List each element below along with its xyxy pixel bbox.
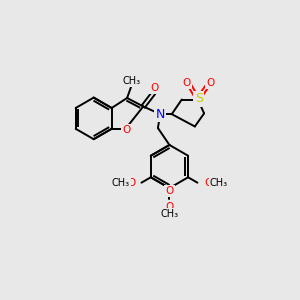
- Text: O: O: [127, 178, 136, 188]
- Text: CH₃: CH₃: [210, 178, 228, 188]
- Text: O: O: [206, 78, 214, 88]
- Text: O: O: [182, 78, 190, 88]
- Text: CH₃: CH₃: [160, 209, 178, 219]
- Text: N: N: [155, 108, 165, 121]
- Text: O: O: [204, 178, 212, 188]
- Text: S: S: [195, 92, 203, 105]
- Text: O: O: [150, 83, 158, 93]
- Text: CH₃: CH₃: [123, 76, 141, 86]
- Text: O: O: [165, 186, 174, 196]
- Text: O: O: [165, 202, 174, 212]
- Text: O: O: [122, 124, 130, 135]
- Text: CH₃: CH₃: [112, 178, 130, 188]
